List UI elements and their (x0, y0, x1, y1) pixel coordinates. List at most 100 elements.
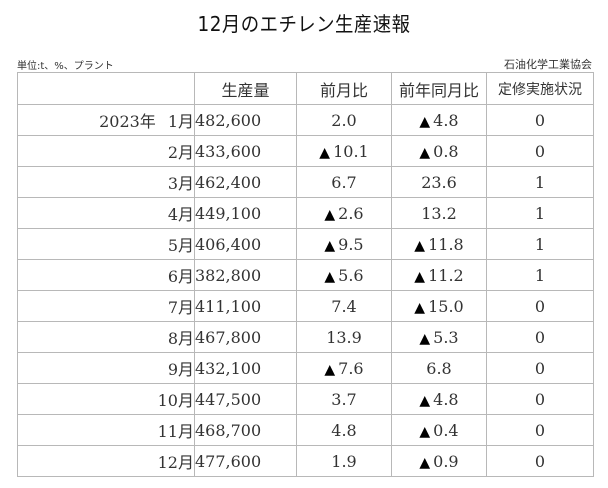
negative-triangle-icon: ▲ (419, 144, 431, 161)
mom-value: 13.9 (326, 327, 362, 347)
mom-cell: 2.0 (296, 104, 392, 136)
volume-cell: 468,700 (194, 414, 297, 446)
mom-cell: ▲ 2.6 (296, 197, 392, 229)
mom-cell: ▲ 5.6 (296, 259, 392, 291)
period-cell: 10月 (17, 383, 195, 415)
volume-cell: 467,800 (194, 321, 297, 353)
table-row: 9月 432,100 ▲ 7.6 6.8 0 (17, 352, 594, 384)
yoy-value: 0.4 (433, 420, 459, 440)
maintenance-cell: 0 (486, 135, 594, 167)
mom-value: 2.6 (338, 203, 364, 223)
maintenance-cell: 1 (486, 228, 594, 260)
yoy-value: 13.2 (421, 203, 457, 223)
month-label: 10月 (157, 391, 194, 410)
month-label: 8月 (167, 329, 194, 348)
yoy-cell: 6.8 (391, 352, 487, 384)
negative-triangle-icon: ▲ (419, 113, 431, 130)
negative-triangle-icon: ▲ (419, 454, 431, 471)
yoy-cell: 13.2 (391, 197, 487, 229)
mom-value: 10.1 (333, 141, 369, 161)
period-cell: 4月 (17, 197, 195, 229)
table-row: 3月 462,400 6.7 23.6 1 (17, 166, 594, 198)
yoy-value: 0.9 (433, 451, 459, 471)
header-period (17, 72, 195, 105)
yoy-value: 15.0 (428, 296, 464, 316)
negative-triangle-icon: ▲ (324, 268, 336, 285)
yoy-cell: ▲ 5.3 (391, 321, 487, 353)
period-cell: 2月 (17, 135, 195, 167)
yoy-value: 11.2 (428, 265, 464, 285)
volume-cell: 433,600 (194, 135, 297, 167)
mom-value: 1.9 (331, 451, 357, 471)
month-label: 1月 (167, 112, 194, 131)
unit-note: 単位:t、%、プラント (17, 61, 114, 72)
volume-cell: 406,400 (194, 228, 297, 260)
month-label: 7月 (167, 298, 194, 317)
negative-triangle-icon: ▲ (414, 268, 426, 285)
mom-value: 9.5 (338, 234, 364, 254)
period-cell: 3月 (17, 166, 195, 198)
volume-cell: 447,500 (194, 383, 297, 415)
mom-value: 5.6 (338, 265, 364, 285)
mom-value: 4.8 (331, 420, 357, 440)
period-cell: 12月 (17, 445, 195, 477)
yoy-value: 11.8 (428, 234, 464, 254)
maintenance-cell: 0 (486, 104, 594, 136)
period-cell: 6月 (17, 259, 195, 291)
maintenance-cell: 1 (486, 197, 594, 229)
table-row: 2月 433,600 ▲ 10.1 ▲ 0.8 0 (17, 135, 594, 167)
yoy-value: 4.8 (433, 389, 459, 409)
maintenance-cell: 0 (486, 383, 594, 415)
yoy-value: 0.8 (433, 141, 459, 161)
month-label: 2月 (167, 143, 194, 162)
yoy-cell: 23.6 (391, 166, 487, 198)
mom-cell: 3.7 (296, 383, 392, 415)
header-mom: 前月比 (296, 72, 392, 105)
header-maintenance: 定修実施状況 (486, 72, 594, 105)
negative-triangle-icon: ▲ (419, 330, 431, 347)
volume-cell: 462,400 (194, 166, 297, 198)
table-row: 10月 447,500 3.7 ▲ 4.8 0 (17, 383, 594, 415)
month-label: 3月 (167, 174, 194, 193)
mom-cell: 4.8 (296, 414, 392, 446)
negative-triangle-icon: ▲ (324, 206, 336, 223)
mom-cell: ▲ 9.5 (296, 228, 392, 260)
table-row: 12月 477,600 1.9 ▲ 0.9 0 (17, 445, 594, 477)
maintenance-cell: 1 (486, 259, 594, 291)
maintenance-cell: 0 (486, 445, 594, 477)
maintenance-cell: 0 (486, 321, 594, 353)
yoy-cell: ▲ 15.0 (391, 290, 487, 322)
yoy-cell: ▲ 11.8 (391, 228, 487, 260)
mom-value: 7.6 (338, 358, 364, 378)
mom-value: 7.4 (331, 296, 357, 316)
negative-triangle-icon: ▲ (414, 237, 426, 254)
header-row: 生産量 前月比 前年同月比 定修実施状況 (17, 72, 594, 105)
table-row: 4月 449,100 ▲ 2.6 13.2 1 (17, 197, 594, 229)
negative-triangle-icon: ▲ (324, 361, 336, 378)
mom-cell: 1.9 (296, 445, 392, 477)
negative-triangle-icon: ▲ (419, 392, 431, 409)
yoy-cell: ▲ 4.8 (391, 383, 487, 415)
table-row: 7月 411,100 7.4 ▲ 15.0 0 (17, 290, 594, 322)
yoy-value: 4.8 (433, 110, 459, 130)
yoy-value: 23.6 (421, 172, 457, 192)
mom-value: 2.0 (331, 110, 357, 130)
yoy-cell: ▲ 0.8 (391, 135, 487, 167)
volume-cell: 411,100 (194, 290, 297, 322)
yoy-cell: ▲ 0.4 (391, 414, 487, 446)
volume-cell: 482,600 (194, 104, 297, 136)
table-row: 2023年 1月 482,600 2.0 ▲ 4.8 0 (17, 104, 594, 136)
month-label: 5月 (167, 236, 194, 255)
table-body: 2023年 1月 482,600 2.0 ▲ 4.8 0 2月 433,600 ▲ 10.1 ▲ 0.8… (17, 104, 594, 477)
period-cell: 5月 (17, 228, 195, 260)
yoy-value: 5.3 (433, 327, 459, 347)
mom-cell: 13.9 (296, 321, 392, 353)
month-label: 6月 (167, 267, 194, 286)
table-row: 5月 406,400 ▲ 9.5 ▲ 11.8 1 (17, 228, 594, 260)
maintenance-cell: 0 (486, 352, 594, 384)
mom-cell: ▲ 7.6 (296, 352, 392, 384)
maintenance-cell: 1 (486, 166, 594, 198)
month-label: 12月 (157, 453, 194, 472)
volume-cell: 382,800 (194, 259, 297, 291)
period-cell: 8月 (17, 321, 195, 353)
